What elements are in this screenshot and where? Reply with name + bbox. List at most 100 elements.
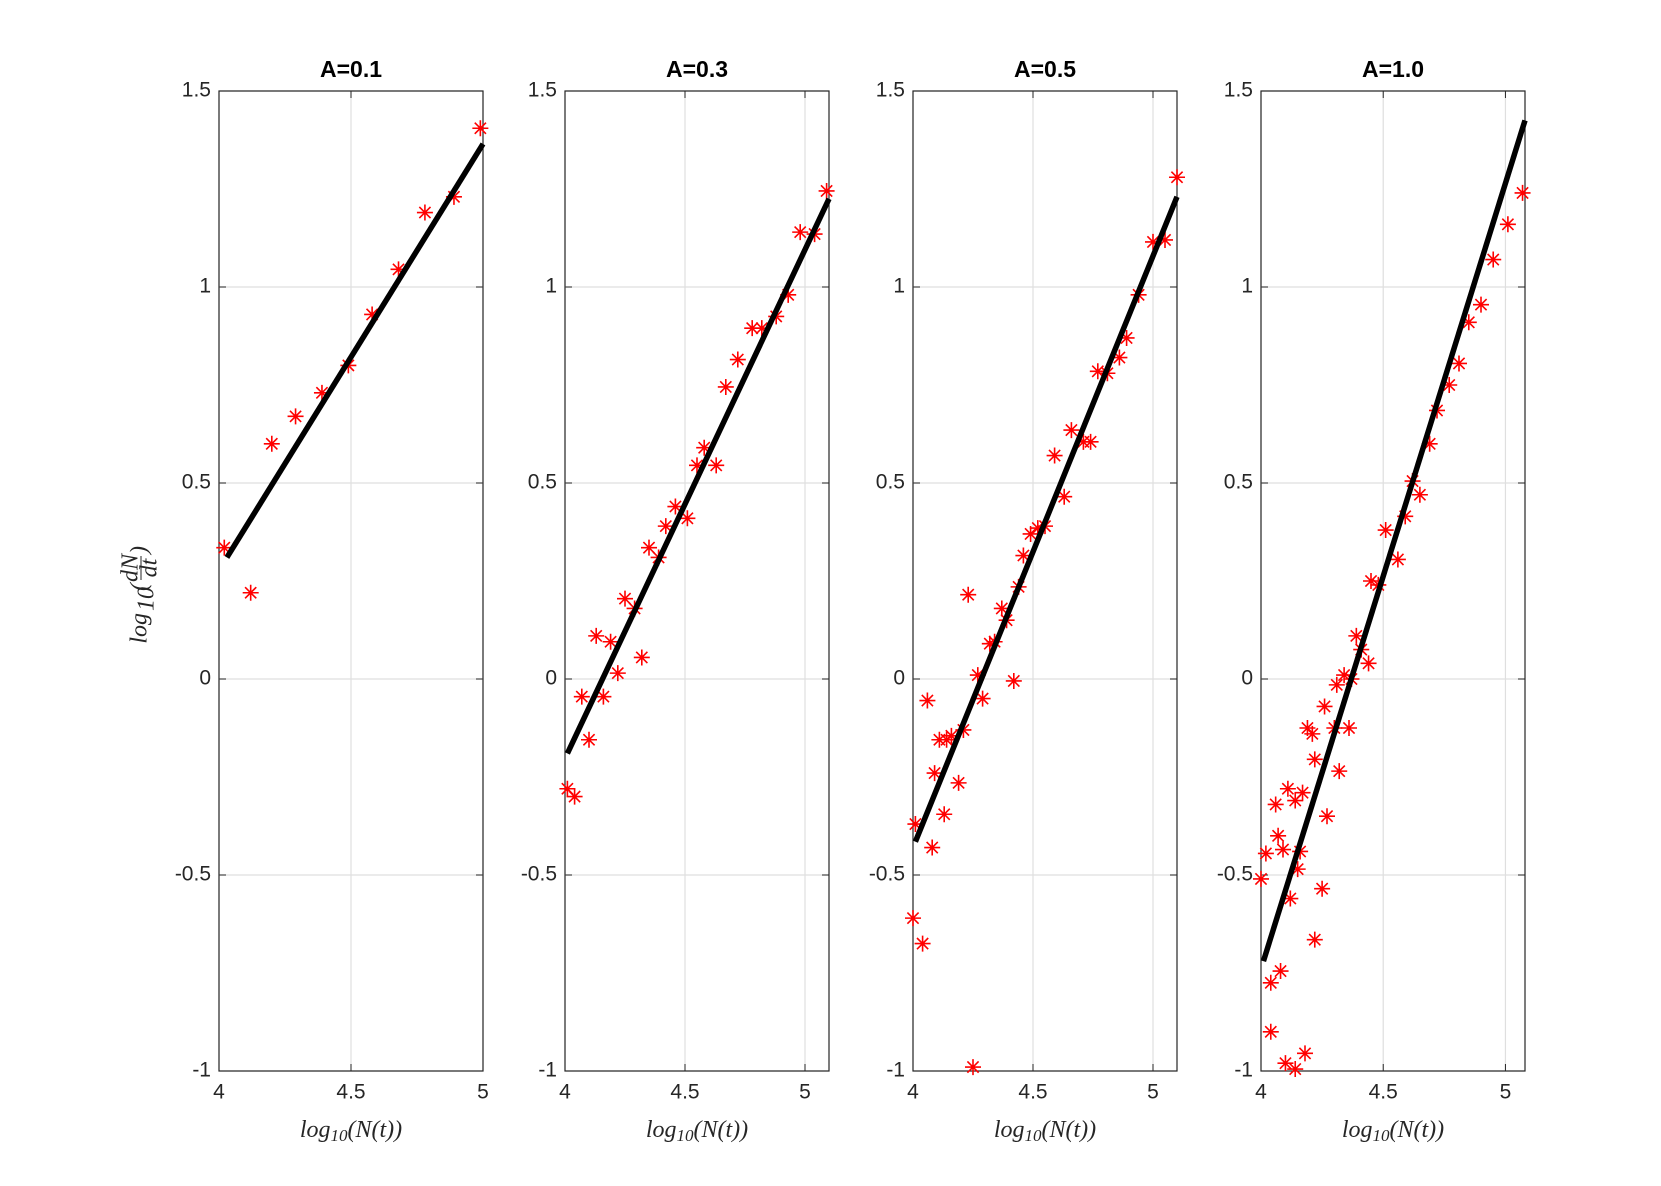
- point: [1005, 672, 1022, 689]
- point: [1336, 667, 1353, 684]
- point: [1282, 890, 1299, 907]
- y-tick-label: 0.5: [182, 471, 211, 494]
- point: [1377, 522, 1394, 539]
- y-tick-label: 0.5: [876, 471, 905, 494]
- fit-line: [564, 197, 832, 755]
- point: [1046, 447, 1063, 464]
- point: [602, 633, 619, 650]
- point: [792, 224, 809, 241]
- y-tick-label: 1.5: [528, 79, 557, 102]
- point: [566, 788, 583, 805]
- x-axis-label: log10(N(t)): [994, 1117, 1096, 1145]
- point: [242, 584, 259, 601]
- point: [1253, 870, 1269, 887]
- fit-line: [912, 195, 1180, 843]
- y-tick-label: -1: [886, 1059, 905, 1082]
- point: [1411, 486, 1428, 503]
- x-tick-label: 4.5: [1369, 1081, 1398, 1104]
- point: [753, 320, 770, 337]
- y-tick-label: -1: [192, 1059, 211, 1082]
- point: [919, 692, 936, 709]
- label-subscript: 10: [1373, 1126, 1391, 1145]
- point: [633, 649, 650, 666]
- label-subscript: 10: [331, 1126, 349, 1145]
- point: [1485, 251, 1502, 268]
- point: [609, 665, 626, 682]
- point: [1389, 551, 1406, 568]
- x-axis-label: log10(N(t)): [646, 1117, 748, 1145]
- y-tick-label: 1: [199, 275, 211, 298]
- point: [1441, 377, 1458, 393]
- y-tick-label: 1: [545, 275, 557, 298]
- subplot-title: A=1.0: [1362, 56, 1424, 82]
- plot-area: [1261, 91, 1525, 1071]
- point: [1473, 296, 1489, 313]
- point: [1294, 784, 1311, 801]
- point: [1331, 763, 1348, 780]
- point: [1348, 627, 1365, 644]
- point: [1360, 655, 1377, 672]
- point: [950, 774, 967, 791]
- point: [1314, 880, 1331, 897]
- fraction-numerator: dN: [118, 552, 144, 582]
- point: [1328, 676, 1345, 693]
- point: [1460, 314, 1477, 331]
- point: [993, 600, 1010, 617]
- point: [1287, 1061, 1304, 1078]
- point: [969, 667, 986, 684]
- x-axis-label: log10(N(t)): [1342, 1117, 1444, 1145]
- point: [780, 286, 797, 303]
- y-tick-label: -1: [538, 1059, 557, 1082]
- point: [926, 765, 943, 782]
- point: [559, 780, 576, 797]
- point: [595, 688, 612, 705]
- point: [1277, 1055, 1294, 1072]
- label-part: log: [994, 1117, 1025, 1143]
- point: [1056, 488, 1073, 505]
- point: [1275, 841, 1291, 858]
- y-tick-label: 0.5: [528, 471, 557, 494]
- point: [974, 690, 991, 707]
- y-tick-label: 0: [199, 667, 211, 690]
- point: [1272, 963, 1289, 980]
- label-subscript: 10: [677, 1126, 695, 1145]
- subplot-title: A=0.1: [320, 56, 382, 82]
- point: [1421, 435, 1438, 452]
- y-tick-label: -0.5: [869, 863, 905, 886]
- point: [1169, 169, 1185, 186]
- point: [1267, 796, 1284, 813]
- fit-line: [224, 142, 486, 559]
- label-paren: ): [127, 546, 153, 556]
- point: [1341, 720, 1357, 736]
- point: [960, 586, 977, 603]
- point: [573, 688, 590, 705]
- axes-box: [564, 90, 830, 1072]
- x-tick-label: 4: [907, 1081, 919, 1104]
- point: [581, 731, 597, 748]
- fit-line: [1260, 119, 1528, 963]
- y-tick-label: 1.5: [1224, 79, 1253, 102]
- point: [1015, 547, 1032, 564]
- point: [657, 518, 674, 535]
- x-tick-label: 4.5: [1018, 1081, 1047, 1104]
- subplot-title: A=0.3: [666, 56, 728, 82]
- point: [445, 188, 462, 205]
- point: [943, 727, 960, 744]
- point: [667, 498, 684, 515]
- point: [1118, 329, 1135, 346]
- x-tick-label: 4: [559, 1081, 571, 1104]
- x-tick-label: 5: [799, 1081, 811, 1104]
- point: [1111, 349, 1128, 366]
- point: [617, 590, 633, 607]
- point: [588, 627, 605, 644]
- x-tick-label: 4.5: [336, 1081, 365, 1104]
- plot-area: [913, 91, 1177, 1071]
- point: [744, 320, 761, 337]
- point: [1316, 698, 1333, 715]
- label-part: log: [127, 613, 153, 644]
- label-part: (N(t)): [348, 1117, 403, 1143]
- point: [729, 351, 746, 368]
- x-tick-label: 5: [1147, 1081, 1159, 1104]
- x-tick-label: 4: [213, 1081, 225, 1104]
